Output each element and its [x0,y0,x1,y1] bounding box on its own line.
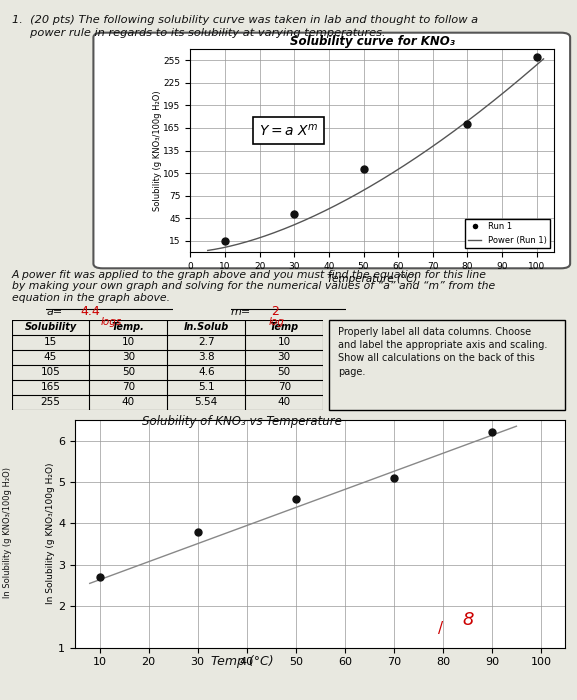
Legend: Run 1, Power (Run 1): Run 1, Power (Run 1) [465,219,550,248]
Text: m=: m= [231,307,251,316]
Text: by making your own graph and solving for the numerical values of “a” and “m” fro: by making your own graph and solving for… [12,281,495,291]
Text: /: / [438,621,443,636]
Text: 105: 105 [40,368,61,377]
Text: Temp: Temp [269,323,299,332]
Text: 4.4: 4.4 [81,304,100,318]
Text: 70: 70 [122,382,135,392]
X-axis label: Temperature (°C): Temperature (°C) [327,274,417,284]
Text: power rule in regards to its solubility at varying temperatures.: power rule in regards to its solubility … [12,28,385,38]
Text: 40: 40 [278,397,291,407]
Text: 2.7: 2.7 [198,337,215,347]
Text: logs: logs [101,317,122,327]
Text: 165: 165 [40,382,61,392]
Text: 10: 10 [278,337,291,347]
Text: 50: 50 [122,368,135,377]
Text: Solubility: Solubility [24,323,77,332]
FancyBboxPatch shape [93,33,570,268]
Text: Properly label all data columns. Choose
and label the appropriate axis and scali: Properly label all data columns. Choose … [338,327,548,377]
Text: 40: 40 [122,397,135,407]
Text: 1.  (20 pts) The following solubility curve was taken in lab and thought to foll: 1. (20 pts) The following solubility cur… [12,15,478,25]
Text: log: log [268,317,284,327]
Text: ln Solubility (g KNO₃/100g H₂O): ln Solubility (g KNO₃/100g H₂O) [3,466,12,598]
Text: 15: 15 [44,337,57,347]
Text: 10: 10 [122,337,135,347]
Title: Solubility curve for KNO₃: Solubility curve for KNO₃ [290,35,455,48]
Text: 5.1: 5.1 [198,382,215,392]
Y-axis label: ln Solubility (g KNO₃/100g H₂O): ln Solubility (g KNO₃/100g H₂O) [46,463,55,605]
Text: 255: 255 [40,397,61,407]
Text: ln.Solub: ln.Solub [183,323,229,332]
Text: Solubility of KNO₃ vs Temperature: Solubility of KNO₃ vs Temperature [143,415,342,428]
Text: 4.6: 4.6 [198,368,215,377]
Text: 45: 45 [44,352,57,362]
Text: Temp (°C): Temp (°C) [211,654,273,668]
Text: 50: 50 [278,368,291,377]
Text: 70: 70 [278,382,291,392]
Text: 2: 2 [271,304,279,318]
Text: 5.54: 5.54 [194,397,218,407]
Text: 30: 30 [278,352,291,362]
Text: 30: 30 [122,352,135,362]
Text: equation in the graph above.: equation in the graph above. [12,293,170,302]
Text: 3.8: 3.8 [198,352,215,362]
Text: 8: 8 [463,610,474,629]
Text: Temp.: Temp. [112,323,145,332]
Text: $Y= a\ X^m$: $Y= a\ X^m$ [258,122,319,138]
Text: a=: a= [46,307,62,316]
Y-axis label: Solubility (g KNO₃/100g H₂O): Solubility (g KNO₃/100g H₂O) [153,90,162,211]
Text: A power fit was applied to the graph above and you must find the equation for th: A power fit was applied to the graph abo… [12,270,486,280]
